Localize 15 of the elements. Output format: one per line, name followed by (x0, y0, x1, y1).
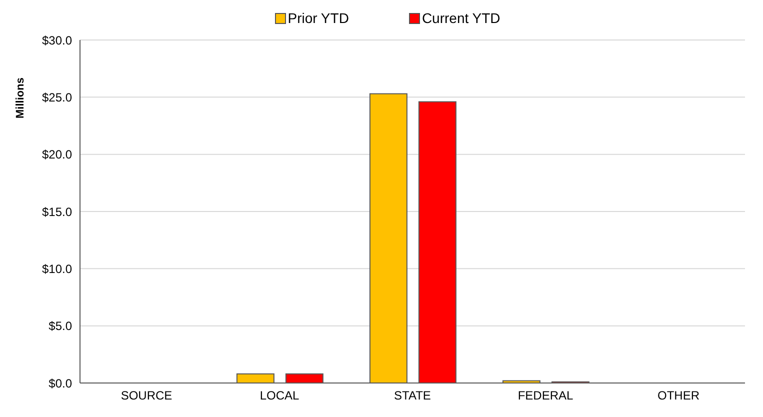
x-tick-label: STATE (394, 388, 431, 403)
y-tick-label: $10.0 (42, 262, 72, 276)
y-axis-title: Millions (14, 78, 26, 118)
y-tick-label: $25.0 (42, 90, 72, 104)
x-tick-label: FEDERAL (518, 388, 574, 403)
x-tick-label: OTHER (658, 388, 700, 403)
x-tick-label: SOURCE (120, 388, 172, 403)
legend-label: Prior YTD (286, 10, 349, 26)
y-tick-label: $20.0 (42, 148, 72, 162)
y-tick-label: $5.0 (48, 319, 72, 334)
y-tick-label: $30.0 (42, 33, 72, 48)
y-tick-label: $15.0 (42, 204, 72, 219)
legend-label: Current YTD (420, 10, 500, 26)
x-tick-label: LOCAL (260, 388, 300, 403)
y-tick-label: $0.0 (48, 376, 72, 390)
